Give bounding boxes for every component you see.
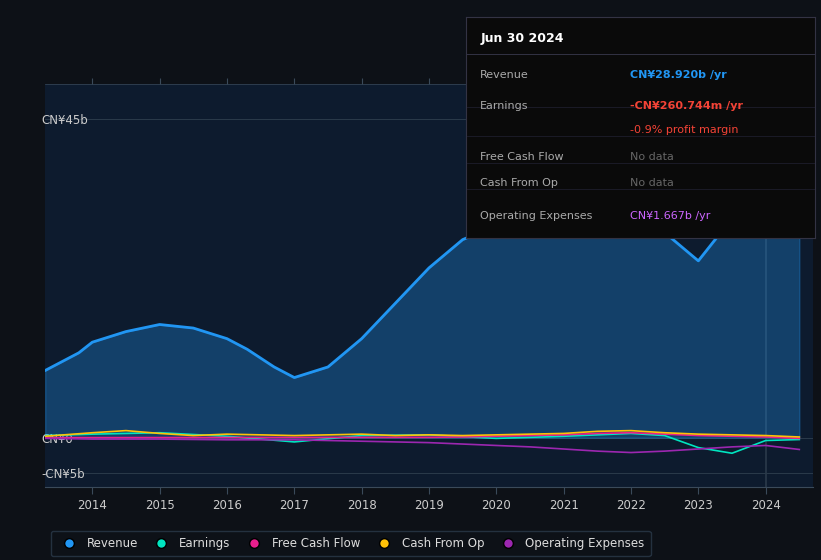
- Text: CN¥1.667b /yr: CN¥1.667b /yr: [631, 212, 711, 221]
- Text: Cash From Op: Cash From Op: [480, 178, 558, 188]
- Text: -CN¥260.744m /yr: -CN¥260.744m /yr: [631, 101, 743, 111]
- Text: No data: No data: [631, 152, 674, 162]
- Text: Jun 30 2024: Jun 30 2024: [480, 32, 564, 45]
- Text: Revenue: Revenue: [480, 70, 529, 80]
- Text: CN¥28.920b /yr: CN¥28.920b /yr: [631, 70, 727, 80]
- Text: Free Cash Flow: Free Cash Flow: [480, 152, 564, 162]
- Text: No data: No data: [631, 178, 674, 188]
- Text: Operating Expenses: Operating Expenses: [480, 212, 593, 221]
- Legend: Revenue, Earnings, Free Cash Flow, Cash From Op, Operating Expenses: Revenue, Earnings, Free Cash Flow, Cash …: [51, 531, 650, 556]
- Text: -0.9% profit margin: -0.9% profit margin: [631, 125, 739, 135]
- Text: Earnings: Earnings: [480, 101, 529, 111]
